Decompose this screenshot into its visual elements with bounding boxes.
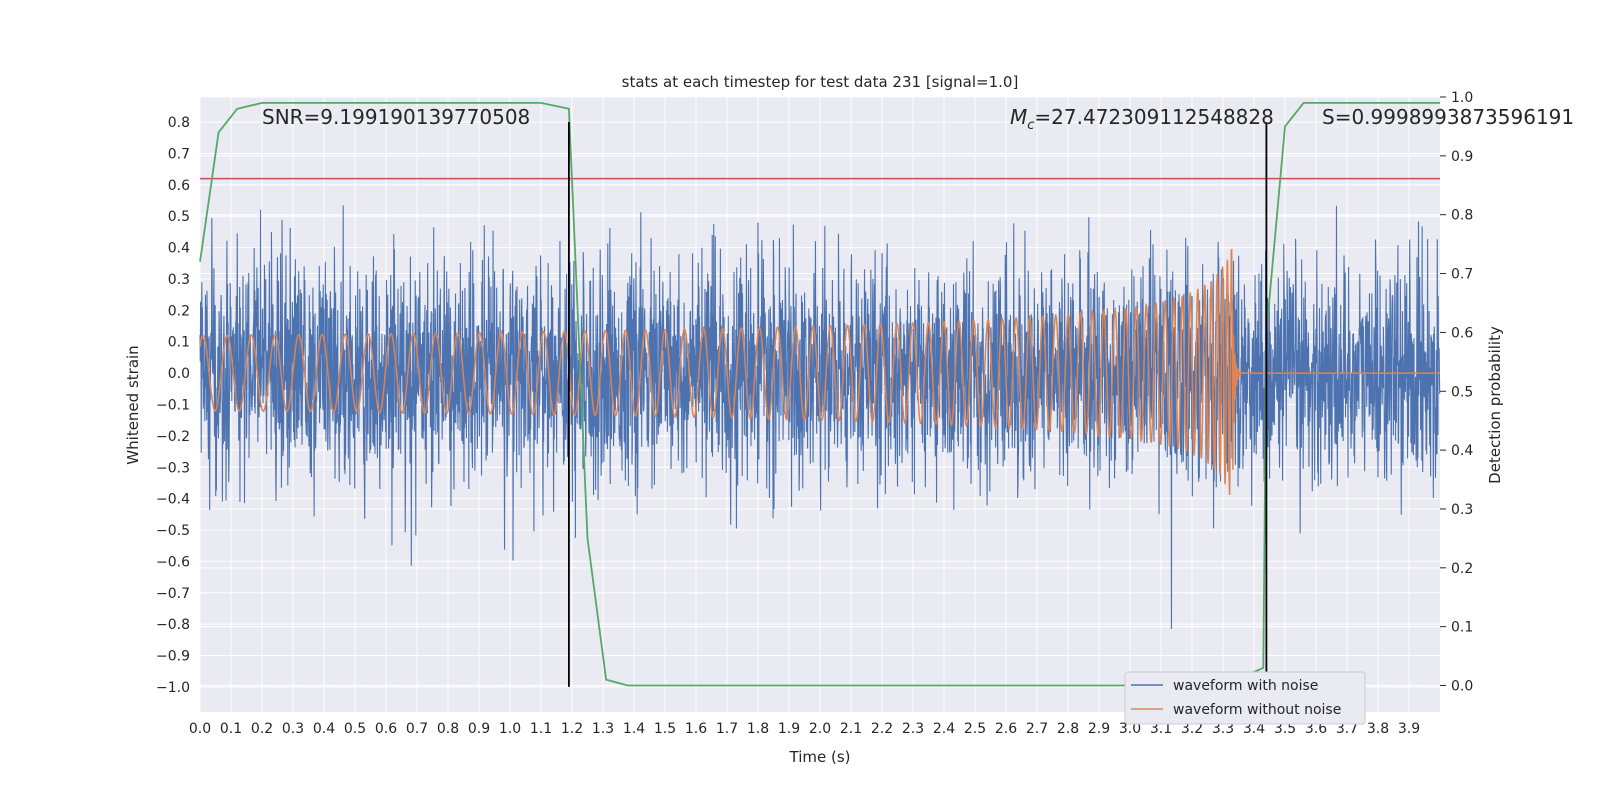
x-tick-label: 3.0 xyxy=(1119,721,1141,737)
x-tick-label: 0.4 xyxy=(313,721,335,737)
legend: waveform with noise waveform without noi… xyxy=(1124,671,1366,725)
y-left-tick-label: 0.3 xyxy=(168,272,190,288)
x-tick-label: 0.3 xyxy=(282,721,304,737)
snr-annotation: SNR=9.199190139770508 xyxy=(262,105,530,129)
y-left-tick-label: 0.5 xyxy=(168,209,190,225)
score-annotation: S=0.9998993873596191 xyxy=(1322,105,1574,129)
x-axis-label: Time (s) xyxy=(789,748,851,766)
x-tick-label: 0.1 xyxy=(220,721,242,737)
x-tick-label: 3.2 xyxy=(1181,721,1203,737)
vertical-markers xyxy=(568,122,1268,687)
x-tick-label: 0.9 xyxy=(468,721,490,737)
x-tick-label: 2.1 xyxy=(840,721,862,737)
y-left-tick-label: −0.2 xyxy=(156,429,190,445)
x-tick-label: 1.6 xyxy=(685,721,707,737)
x-tick-label: 1.2 xyxy=(561,721,583,737)
x-tick-label: 3.5 xyxy=(1274,721,1296,737)
y-right-tick-label: 0.5 xyxy=(1451,384,1473,400)
x-tick-label: 0.0 xyxy=(189,721,211,737)
y-left-tick-label: −0.5 xyxy=(156,523,190,539)
legend-label-noise: waveform with noise xyxy=(1173,678,1318,694)
chirp-mass-annotation: Mc=27.472309112548828 xyxy=(1010,105,1274,133)
x-tick-label: 1.9 xyxy=(778,721,800,737)
y-left-tick-label: 0.2 xyxy=(168,303,190,319)
x-tick-label: 0.5 xyxy=(344,721,366,737)
y-left-tick-label: 0.6 xyxy=(168,178,190,194)
x-tick-label: 1.3 xyxy=(592,721,614,737)
y-right-tick-label: 0.3 xyxy=(1451,502,1473,518)
legend-label-chirp: waveform without noise xyxy=(1173,702,1341,718)
y-left-tick-label: 0.7 xyxy=(168,146,190,162)
x-tick-label: 0.8 xyxy=(437,721,459,737)
chirp-line xyxy=(199,248,1440,495)
x-tick-label: 3.4 xyxy=(1243,721,1265,737)
y-right-tick-label: 0.6 xyxy=(1451,325,1473,341)
x-tick-label: 0.6 xyxy=(375,721,397,737)
y-left-tick-label: 0.0 xyxy=(168,366,190,382)
x-tick-label: 1.5 xyxy=(654,721,676,737)
x-tick-label: 2.9 xyxy=(1088,721,1110,737)
x-tick-label: 2.2 xyxy=(871,721,893,737)
x-tick-label: 3.1 xyxy=(1150,721,1172,737)
y-left-axis-ticks: 0.8 0.7 0.6 0.5 0.4 0.3 0.2 0.1 0.0 −0.1 −0.2 −0.3 −… xyxy=(156,115,190,696)
y-right-tick-label: 0.7 xyxy=(1451,267,1473,283)
x-tick-label: 2.6 xyxy=(995,721,1017,737)
x-tick-label: 2.8 xyxy=(1057,721,1079,737)
x-tick-label: 2.0 xyxy=(809,721,831,737)
y-right-axis-ticks: 1.0 0.9 0.8 0.7 0.6 0.5 0.4 0.3 0.2 0.1 0.0 xyxy=(1440,90,1473,695)
y-right-tick-label: 0.0 xyxy=(1451,679,1473,695)
x-axis-ticks: 0.0 0.1 0.2 0.3 0.4 0.5 0.6 0.7 0.8 0.9 1.0 1.1 1.2 1… xyxy=(189,721,1420,737)
x-tick-label: 1.7 xyxy=(716,721,738,737)
y-right-axis-label: Detection probability xyxy=(1486,326,1504,484)
x-tick-label: 3.7 xyxy=(1336,721,1358,737)
x-tick-label: 3.9 xyxy=(1398,721,1420,737)
y-left-tick-label: −0.8 xyxy=(156,617,190,633)
y-left-tick-label: −0.4 xyxy=(156,492,190,508)
x-tick-label: 2.5 xyxy=(964,721,986,737)
y-right-tick-label: 0.4 xyxy=(1451,443,1473,459)
y-left-tick-label: −1.0 xyxy=(156,680,190,696)
x-tick-label: 1.4 xyxy=(623,721,645,737)
y-left-tick-label: 0.4 xyxy=(168,241,190,257)
legend-box xyxy=(1124,671,1366,725)
x-tick-label: 1.1 xyxy=(530,721,552,737)
y-right-tick-label: 0.2 xyxy=(1451,561,1473,577)
y-left-tick-label: −0.6 xyxy=(156,554,190,570)
y-right-tick-label: 0.8 xyxy=(1451,208,1473,224)
y-left-tick-label: 0.8 xyxy=(168,115,190,131)
x-tick-label: 2.3 xyxy=(902,721,924,737)
y-right-tick-label: 0.1 xyxy=(1451,620,1473,636)
y-left-tick-label: −0.9 xyxy=(156,649,190,665)
y-left-axis-label: Whitened strain xyxy=(124,345,142,464)
y-left-tick-label: −0.7 xyxy=(156,586,190,602)
x-tick-label: 0.2 xyxy=(251,721,273,737)
y-left-tick-label: −0.1 xyxy=(156,398,190,414)
series-waveform-without-noise xyxy=(199,248,1440,495)
x-tick-label: 1.0 xyxy=(499,721,521,737)
x-tick-label: 3.8 xyxy=(1367,721,1389,737)
x-tick-label: 2.7 xyxy=(1026,721,1048,737)
x-tick-label: 3.3 xyxy=(1212,721,1234,737)
x-tick-label: 3.6 xyxy=(1305,721,1327,737)
y-right-tick-label: 0.9 xyxy=(1451,149,1473,165)
y-right-tick-label: 1.0 xyxy=(1451,90,1473,106)
series-detection-probability xyxy=(199,101,1440,687)
x-tick-label: 0.7 xyxy=(406,721,428,737)
probability-line xyxy=(199,101,1440,687)
y-left-tick-label: −0.3 xyxy=(156,460,190,476)
chart-title: stats at each timestep for test data 231… xyxy=(622,73,1019,91)
y-left-tick-label: 0.1 xyxy=(168,335,190,351)
x-tick-label: 2.4 xyxy=(933,721,955,737)
x-tick-label: 1.8 xyxy=(747,721,769,737)
